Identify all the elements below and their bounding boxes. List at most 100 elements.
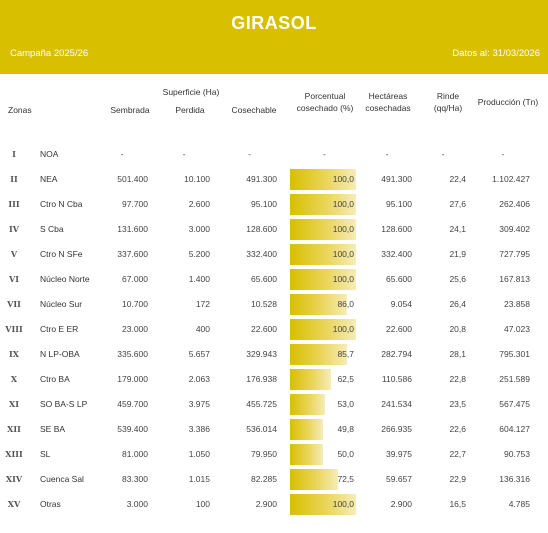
col-porcentual-line2: cosechado (%) [296, 103, 354, 113]
zone-number: XV [7, 499, 21, 509]
table-row: XV Otras 3.000 100 2.900 100,0 2.900 16,5 4.785 [0, 492, 548, 517]
zone-name: N LP-OBA [40, 349, 80, 359]
rinde-value: 28,1 [449, 349, 466, 359]
sembrada-value: - [120, 149, 124, 159]
perdida-value: 1.050 [188, 449, 210, 459]
table-row: X Ctro BA 179.000 2.063 176.938 62,5 110.586 22… [0, 367, 548, 392]
cosechable-value: 10.528 [251, 299, 277, 309]
zone-number: XIV [5, 474, 23, 484]
pct-cosechado-value: 100,0 [332, 499, 354, 509]
produccion-value: 262.406 [499, 199, 530, 209]
sembrada-value: 179.000 [117, 374, 148, 384]
col-porcentual: Porcentual cosechado (%) [290, 90, 360, 114]
rinde-value: 27,6 [449, 199, 466, 209]
zone-name: SL [40, 449, 51, 459]
zone-name: SO BA-S LP [40, 399, 88, 409]
pct-cosechado-value: 53,0 [337, 399, 354, 409]
produccion-value: 251.589 [499, 374, 530, 384]
rinde-value: 22,6 [449, 424, 466, 434]
hectareas-value: 128.600 [381, 224, 412, 234]
perdida-value: 5.657 [188, 349, 210, 359]
col-produccion: Producción (Tn) [477, 97, 539, 107]
col-cosechable: Cosechable [231, 105, 277, 115]
perdida-value: 1.015 [188, 474, 210, 484]
cosechable-value: 128.600 [246, 224, 277, 234]
col-sembrada: Sembrada [110, 105, 150, 115]
pct-cosechado-bar [290, 494, 356, 515]
cosechable-value: 329.943 [246, 349, 277, 359]
hectareas-value: - [385, 149, 389, 159]
zone-number: III [8, 199, 20, 209]
cosechable-value: 176.938 [246, 374, 277, 384]
pct-cosechado-value: 100,0 [332, 249, 354, 259]
pct-cosechado-value: 49,8 [337, 424, 354, 434]
zone-name: Núcleo Norte [40, 274, 90, 284]
table-row: II NEA 501.400 10.100 491.300 100,0 491.300 22,… [0, 167, 548, 192]
rinde-value: 16,5 [449, 499, 466, 509]
sembrada-value: 335.600 [117, 349, 148, 359]
pct-cosechado-bar [290, 344, 347, 365]
rinde-value: 23,5 [449, 399, 466, 409]
sembrada-value: 459.700 [117, 399, 148, 409]
cosechable-value: 82.285 [251, 474, 277, 484]
produccion-value: 727.795 [499, 249, 530, 259]
hectareas-value: 95.100 [386, 199, 412, 209]
hectareas-value: 110.586 [381, 374, 412, 384]
sembrada-value: 3.000 [126, 499, 148, 509]
pct-cosechado-cell: 85,7 [290, 344, 356, 365]
produccion-value: 47.023 [504, 324, 530, 334]
perdida-value: 100 [195, 499, 210, 509]
pct-cosechado-cell: - [290, 144, 356, 165]
pct-cosechado-bar [290, 469, 338, 490]
pct-cosechado-bar [290, 219, 356, 240]
zone-number: VII [7, 299, 21, 309]
pct-cosechado-bar [290, 444, 323, 465]
perdida-value: 2.600 [188, 199, 210, 209]
table-row: VIII Ctro E ER 23.000 400 22.600 100,0 22.600 2… [0, 317, 548, 342]
cosechable-value: 2.900 [255, 499, 277, 509]
pct-cosechado-cell: 49,8 [290, 419, 356, 440]
pct-cosechado-value: - [323, 149, 326, 159]
sembrada-value: 83.300 [122, 474, 148, 484]
zone-number: XI [9, 399, 19, 409]
sembrada-value: 10.700 [122, 299, 148, 309]
zone-name: SE BA [40, 424, 66, 434]
produccion-value: 604.127 [499, 424, 530, 434]
col-superficie: Superficie (Ha) [162, 87, 220, 97]
hectareas-value: 9.054 [390, 299, 412, 309]
hectareas-value: 22.600 [386, 324, 412, 334]
pct-cosechado-bar [290, 419, 323, 440]
sembrada-value: 23.000 [122, 324, 148, 334]
cosechable-value: 332.400 [246, 249, 277, 259]
sembrada-value: 67.000 [122, 274, 148, 284]
pct-cosechado-cell: 72,5 [290, 469, 356, 490]
pct-cosechado-bar [290, 244, 356, 265]
produccion-value: 1.102.427 [492, 174, 530, 184]
sembrada-value: 131.600 [117, 224, 148, 234]
pct-cosechado-cell: 50,0 [290, 444, 356, 465]
rinde-value: 26,4 [449, 299, 466, 309]
pct-cosechado-value: 100,0 [332, 174, 354, 184]
produccion-value: 4.785 [508, 499, 530, 509]
sembrada-value: 501.400 [117, 174, 148, 184]
hectareas-value: 282.794 [381, 349, 412, 359]
pct-cosechado-value: 100,0 [332, 224, 354, 234]
produccion-value: 167.813 [499, 274, 530, 284]
pct-cosechado-bar [290, 394, 325, 415]
table-row: I NOA - - - - - - - [0, 142, 548, 167]
table-row: IX N LP-OBA 335.600 5.657 329.943 85,7 282.794… [0, 342, 548, 367]
perdida-value: 3.000 [188, 224, 210, 234]
perdida-value: 172 [195, 299, 210, 309]
produccion-value: - [501, 149, 505, 159]
cosechable-value: - [248, 149, 251, 159]
hectareas-value: 332.400 [381, 249, 412, 259]
zone-name: S Cba [40, 224, 64, 234]
pct-cosechado-cell: 100,0 [290, 269, 356, 290]
perdida-value: 2.063 [188, 374, 210, 384]
sembrada-value: 539.400 [117, 424, 148, 434]
produccion-value: 795.301 [499, 349, 530, 359]
perdida-value: 400 [195, 324, 210, 334]
zone-name: Núcleo Sur [40, 299, 83, 309]
pct-cosechado-cell: 100,0 [290, 494, 356, 515]
pct-cosechado-value: 50,0 [337, 449, 354, 459]
